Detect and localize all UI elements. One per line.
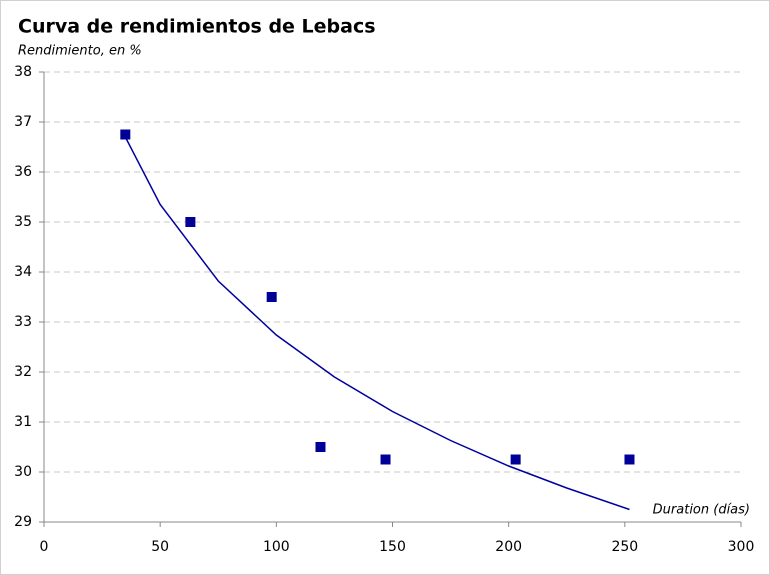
y-tick-label: 36 bbox=[14, 164, 32, 180]
y-tick-label: 37 bbox=[14, 114, 32, 130]
y-tick-label: 33 bbox=[14, 314, 32, 330]
chart-title: Curva de rendimientos de Lebacs bbox=[18, 16, 376, 38]
point bbox=[624, 454, 635, 465]
point bbox=[266, 292, 277, 302]
x-tick-label: 50 bbox=[151, 539, 169, 555]
x-tick-label: 300 bbox=[728, 539, 755, 555]
y-tick-label: 35 bbox=[14, 214, 32, 230]
point bbox=[510, 454, 521, 465]
y-tick-label: 30 bbox=[14, 464, 32, 480]
x-tick-label: 100 bbox=[263, 539, 290, 555]
point bbox=[185, 217, 196, 227]
y-tick-label: 31 bbox=[14, 414, 32, 430]
x-tick-label: 150 bbox=[379, 539, 406, 555]
x-tick-label: 250 bbox=[611, 539, 638, 555]
point bbox=[380, 454, 391, 465]
x-tick-label: 200 bbox=[495, 539, 522, 555]
y-tick-label: 38 bbox=[14, 64, 32, 80]
trend-line bbox=[124, 136, 630, 511]
y-tick-label: 34 bbox=[14, 264, 32, 280]
y-tick-label: 32 bbox=[14, 364, 32, 380]
y-tick-label: 29 bbox=[14, 514, 32, 530]
point bbox=[120, 129, 131, 140]
point bbox=[315, 442, 326, 452]
x-axis-title: Duration (días) bbox=[653, 503, 750, 518]
y-axis-title: Rendimiento, en % bbox=[18, 44, 142, 59]
x-tick-label: 0 bbox=[40, 539, 49, 555]
